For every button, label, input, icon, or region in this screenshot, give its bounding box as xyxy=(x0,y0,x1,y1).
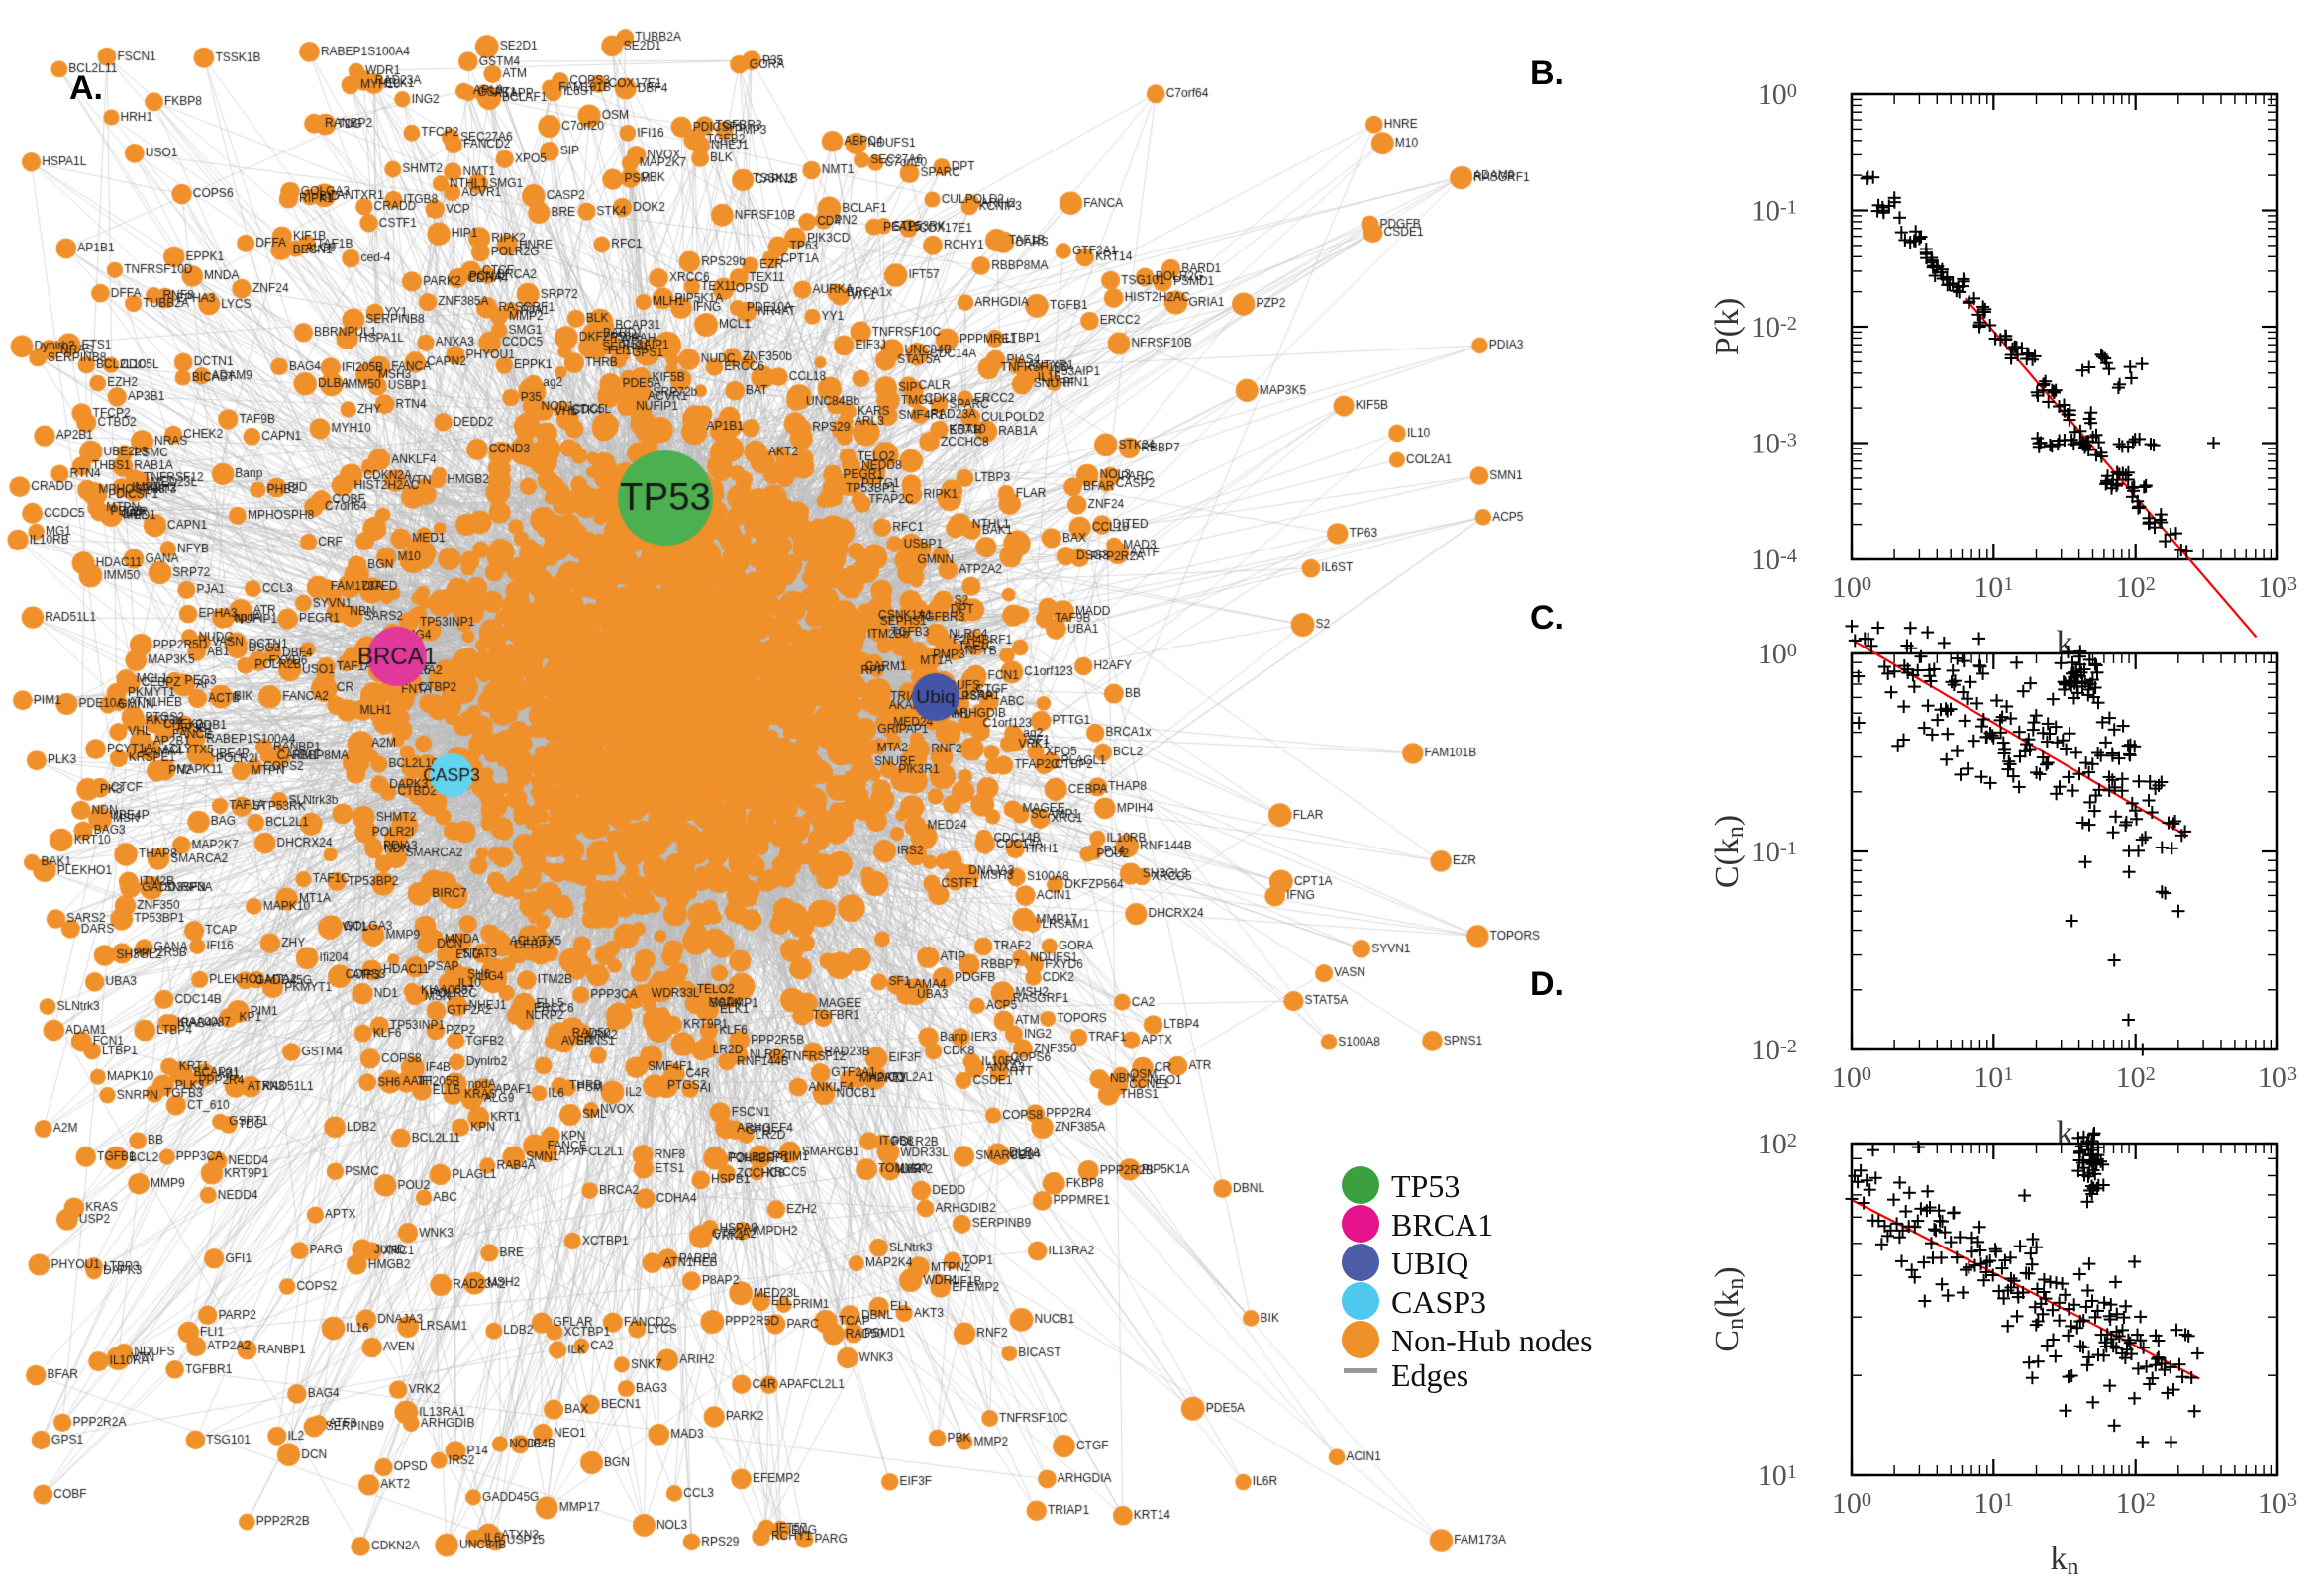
svg-text:101: 101 xyxy=(1973,571,2013,604)
svg-text:102: 102 xyxy=(1758,1128,1797,1160)
svg-text:10-3: 10-3 xyxy=(1751,428,1797,460)
svg-text:100: 100 xyxy=(1758,638,1797,670)
svg-text:102: 102 xyxy=(2116,1487,2156,1520)
svg-text:k: k xyxy=(2057,1115,2073,1151)
svg-text:k: k xyxy=(2057,625,2073,661)
svg-text:10-4: 10-4 xyxy=(1751,544,1797,576)
svg-text:P(k): P(k) xyxy=(1709,298,1746,356)
svg-text:10-1: 10-1 xyxy=(1751,836,1797,868)
svg-text:101: 101 xyxy=(1758,1459,1797,1492)
svg-text:Cn(kn): Cn(kn) xyxy=(1709,1266,1749,1351)
svg-text:10-1: 10-1 xyxy=(1751,195,1797,228)
svg-text:100: 100 xyxy=(1832,1487,1871,1520)
svg-text:101: 101 xyxy=(1973,1061,2013,1094)
svg-text:100: 100 xyxy=(1758,78,1797,111)
svg-text:kn: kn xyxy=(2051,1541,2079,1580)
svg-text:10-2: 10-2 xyxy=(1751,1034,1797,1066)
svg-text:100: 100 xyxy=(1832,571,1871,604)
svg-text:103: 103 xyxy=(2258,1487,2297,1520)
svg-text:101: 101 xyxy=(1973,1487,2013,1520)
svg-text:102: 102 xyxy=(2116,1061,2156,1094)
svg-text:100: 100 xyxy=(1832,1061,1871,1094)
svg-text:C(kn): C(kn) xyxy=(1709,815,1749,888)
svg-text:10-2: 10-2 xyxy=(1751,311,1797,344)
svg-text:103: 103 xyxy=(2258,1061,2297,1094)
svg-text:102: 102 xyxy=(2116,571,2156,604)
svg-text:103: 103 xyxy=(2258,571,2297,604)
